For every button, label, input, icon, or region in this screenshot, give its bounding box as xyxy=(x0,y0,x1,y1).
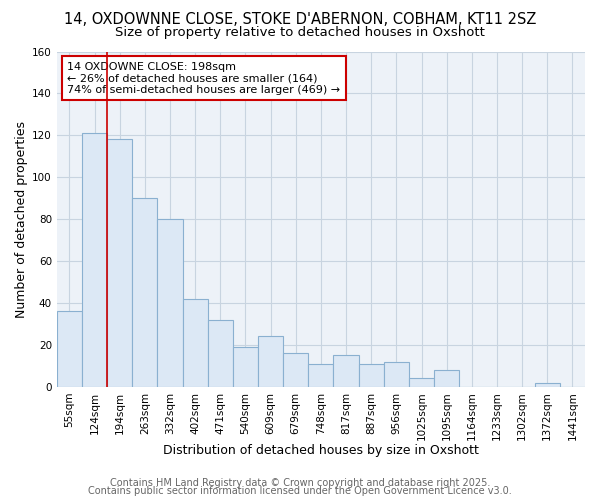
Bar xyxy=(384,362,409,386)
Bar xyxy=(258,336,283,386)
Text: Size of property relative to detached houses in Oxshott: Size of property relative to detached ho… xyxy=(115,26,485,39)
Bar xyxy=(107,140,132,386)
Bar xyxy=(208,320,233,386)
Y-axis label: Number of detached properties: Number of detached properties xyxy=(15,120,28,318)
Text: 14 OXDOWNE CLOSE: 198sqm
← 26% of detached houses are smaller (164)
74% of semi-: 14 OXDOWNE CLOSE: 198sqm ← 26% of detach… xyxy=(67,62,340,95)
X-axis label: Distribution of detached houses by size in Oxshott: Distribution of detached houses by size … xyxy=(163,444,479,458)
Bar xyxy=(132,198,157,386)
Bar xyxy=(82,133,107,386)
Bar xyxy=(409,378,434,386)
Text: 14, OXDOWNNE CLOSE, STOKE D'ABERNON, COBHAM, KT11 2SZ: 14, OXDOWNNE CLOSE, STOKE D'ABERNON, COB… xyxy=(64,12,536,28)
Text: Contains public sector information licensed under the Open Government Licence v3: Contains public sector information licen… xyxy=(88,486,512,496)
Bar xyxy=(535,382,560,386)
Bar xyxy=(334,356,359,386)
Text: Contains HM Land Registry data © Crown copyright and database right 2025.: Contains HM Land Registry data © Crown c… xyxy=(110,478,490,488)
Bar xyxy=(359,364,384,386)
Bar xyxy=(182,298,208,386)
Bar xyxy=(283,353,308,386)
Bar xyxy=(233,347,258,387)
Bar xyxy=(57,312,82,386)
Bar xyxy=(308,364,334,386)
Bar xyxy=(434,370,459,386)
Bar xyxy=(157,219,182,386)
